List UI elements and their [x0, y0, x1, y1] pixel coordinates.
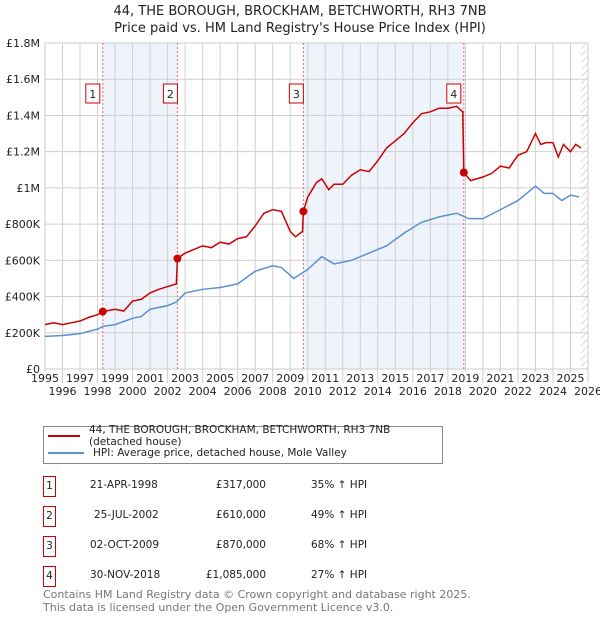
x-tick-label: 2026 — [574, 385, 600, 398]
sale-price: £317,000 — [215, 479, 266, 491]
plot-area: 1995199619971998199920002001200220032004… — [5, 37, 600, 398]
x-tick-label: 1996 — [49, 385, 77, 398]
x-tick-label: 2009 — [276, 372, 304, 385]
sale-point — [98, 307, 107, 316]
sale-number: 2 — [43, 506, 56, 527]
legend-swatch — [48, 451, 84, 454]
sale-number: 4 — [43, 566, 56, 587]
legend: 44, THE BOROUGH, BROCKHAM, BETCHWORTH, R… — [43, 424, 443, 464]
y-tick-label: £800K — [5, 218, 41, 231]
sale-label-box — [446, 83, 462, 104]
legend-item-property: 44, THE BOROUGH, BROCKHAM, BETCHWORTH, R… — [44, 424, 442, 448]
title-line: 44, THE BOROUGH, BROCKHAM, BETCHWORTH, R… — [113, 4, 487, 19]
sale-hpi: 68% ↑ HPI — [311, 539, 368, 551]
y-tick-label: £1.8M — [6, 37, 40, 50]
shaded-period — [303, 43, 464, 369]
sale-number: 1 — [43, 476, 56, 497]
table-row: 4 30-NOV-2018 £1,085,000 27% ↑ HPI — [43, 566, 563, 587]
x-tick-label: 2013 — [346, 372, 374, 385]
sale-hpi: 35% ↑ HPI — [311, 479, 368, 491]
sale-point — [459, 168, 468, 177]
sale-date: 30-NOV-2018 — [90, 569, 161, 581]
x-tick-label: 2003 — [171, 372, 199, 385]
sale-label: 2 — [167, 88, 174, 101]
sale-price: £870,000 — [215, 539, 266, 551]
sale-date: 21-APR-1998 — [90, 479, 158, 491]
x-tick-label: 1999 — [101, 372, 129, 385]
x-tick-label: 2018 — [434, 385, 462, 398]
x-tick-label: 2006 — [224, 385, 252, 398]
series-line — [44, 105, 582, 326]
legend-label: HPI: Average price, detached house, Mole… — [93, 446, 347, 459]
forecast-hatch — [580, 43, 588, 369]
x-tick-label: 2020 — [469, 385, 497, 398]
x-tick-label: 2022 — [504, 385, 532, 398]
x-tick-label: 1998 — [84, 385, 112, 398]
y-tick-label: £200K — [5, 327, 41, 340]
x-tick-label: 2008 — [259, 385, 287, 398]
x-tick-label: 2005 — [206, 372, 234, 385]
x-tick-label: 2014 — [364, 385, 392, 398]
x-tick-label: 2024 — [539, 385, 567, 398]
sale-date: 02-OCT-2009 — [90, 539, 159, 551]
table-row: 3 02-OCT-2009 £870,000 68% ↑ HPI — [43, 536, 563, 557]
footer-line: Contains HM Land Registry data © Crown c… — [43, 588, 471, 601]
x-tick-label: 2010 — [294, 385, 322, 398]
x-tick-label: 2016 — [399, 385, 427, 398]
legend-item-hpi: HPI: Average price, detached house, Mole… — [44, 444, 442, 461]
x-tick-label: 2025 — [556, 372, 584, 385]
series-line — [44, 185, 580, 338]
table-row: 2 25-JUL-2002 £610,000 49% ↑ HPI — [43, 506, 563, 527]
sale-price: £610,000 — [215, 509, 266, 521]
y-tick-label: £1.4M — [6, 109, 40, 122]
footer: Contains HM Land Registry data © Crown c… — [43, 588, 471, 614]
sale-point — [299, 207, 308, 216]
y-tick-label: £400K — [5, 291, 41, 304]
y-tick-label: £0 — [26, 363, 40, 376]
sale-label-box — [162, 83, 178, 104]
x-tick-label: 2012 — [329, 385, 357, 398]
x-tick-label: 2004 — [189, 385, 217, 398]
sale-hpi: 49% ↑ HPI — [311, 509, 368, 521]
sale-number: 3 — [43, 536, 56, 557]
sale-hpi: 27% ↑ HPI — [311, 569, 368, 581]
y-tick-label: £1.2M — [6, 146, 40, 159]
sale-price: £1,085,000 — [205, 569, 266, 581]
x-tick-label: 1997 — [66, 372, 94, 385]
x-tick-label: 2001 — [136, 372, 164, 385]
x-tick-label: 2007 — [241, 372, 269, 385]
x-tick-label: 2019 — [451, 372, 479, 385]
x-tick-label: 2000 — [119, 385, 147, 398]
sale-date: 25-JUL-2002 — [94, 509, 159, 521]
sale-label: 1 — [89, 88, 96, 101]
x-tick-label: 2002 — [154, 385, 182, 398]
x-tick-label: 1995 — [31, 372, 59, 385]
x-tick-label: 2015 — [381, 372, 409, 385]
y-tick-label: £1.6M — [6, 73, 40, 86]
sale-label: 4 — [450, 88, 457, 101]
legend-label: 44, THE BOROUGH, BROCKHAM, BETCHWORTH, R… — [89, 423, 391, 448]
legend-swatch — [48, 434, 80, 437]
x-tick-label: 2011 — [311, 372, 339, 385]
x-tick-label: 2021 — [486, 372, 514, 385]
sale-point — [173, 254, 182, 263]
sale-label-box — [85, 83, 101, 104]
y-tick-label: £600K — [5, 254, 41, 267]
sale-label: 3 — [293, 88, 300, 101]
sale-label-box — [288, 83, 304, 104]
chart-title: 44, THE BOROUGH, BROCKHAM, BETCHWORTH, R… — [0, 3, 600, 37]
footer-line: This data is licensed under the Open Gov… — [43, 601, 394, 614]
y-tick-label: £1M — [17, 182, 41, 195]
subtitle-line: Price paid vs. HM Land Registry's House … — [114, 21, 486, 36]
x-tick-label: 2017 — [416, 372, 444, 385]
table-row: 1 21-APR-1998 £317,000 35% ↑ HPI — [43, 476, 563, 497]
x-tick-label: 2023 — [521, 372, 549, 385]
plot-border — [44, 42, 589, 370]
